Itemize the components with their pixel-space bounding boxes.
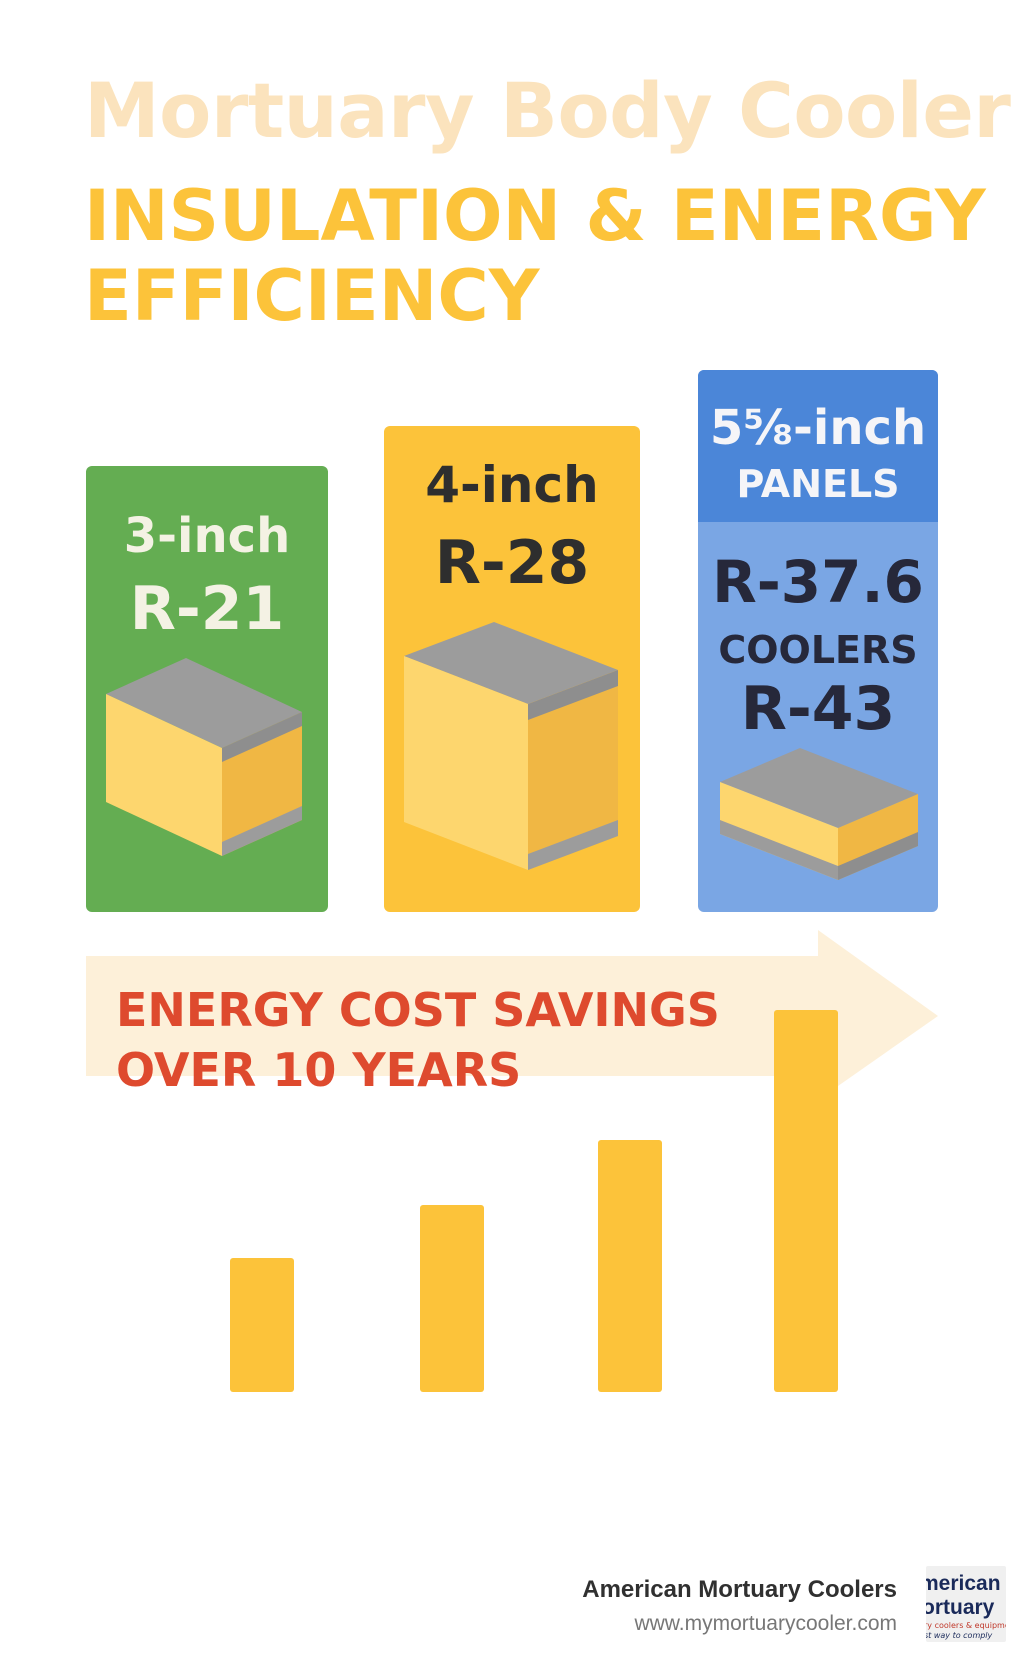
savings-bar xyxy=(598,1140,662,1392)
panel-header: 5⅝-inch PANELS xyxy=(698,370,938,522)
savings-arrow-banner xyxy=(86,930,938,1100)
panel-r-value: R-21 xyxy=(129,574,285,644)
logo-text-line: merican xyxy=(926,1572,1001,1595)
panel-thickness-label: 3-inch xyxy=(123,508,291,564)
savings-label: ENERGY COST SAVINGS OVER 10 YEARS xyxy=(116,983,720,1097)
panel-r-value: R-28 xyxy=(434,528,590,598)
logo-text-line: ortuary xyxy=(926,1596,995,1619)
savings-bar xyxy=(420,1205,484,1392)
panel-card-5-inch: 5⅝-inch PANELS R-37.6 COOLERS R-43 xyxy=(698,370,938,912)
panel-thickness-label: 5⅝-inch xyxy=(709,400,927,456)
logo-text-line: ry coolers & equipment xyxy=(926,1621,1006,1630)
page-subtitle: INSULATION & ENERGY EFFICIENCY xyxy=(84,175,986,337)
insulation-block-icon xyxy=(404,622,618,870)
savings-bar xyxy=(230,1258,294,1392)
logo-text-line: st way to comply xyxy=(926,1631,993,1640)
panel-r-value: R-37.6 xyxy=(712,548,924,616)
insulation-block-icon xyxy=(106,658,302,856)
coolers-r-value: R-43 xyxy=(740,674,896,744)
panel-thickness-label: 4-inch xyxy=(425,456,599,514)
insulation-block-icon xyxy=(720,748,918,880)
panel-card-4-inch: 4-inch R-28 xyxy=(384,426,640,912)
footer-url[interactable]: www.mymortuarycooler.com xyxy=(634,1612,897,1635)
page-title: Mortuary Body Cooler xyxy=(84,66,1011,155)
panel-sub-label: PANELS xyxy=(736,462,900,506)
coolers-label: COOLERS xyxy=(718,628,918,672)
panel-card-3-inch: 3-inch R-21 xyxy=(86,466,328,912)
footer-company-name: American Mortuary Coolers xyxy=(582,1576,897,1603)
company-logo: merican ortuary ry coolers & equipment s… xyxy=(926,1566,1006,1642)
savings-bar xyxy=(774,1010,838,1392)
